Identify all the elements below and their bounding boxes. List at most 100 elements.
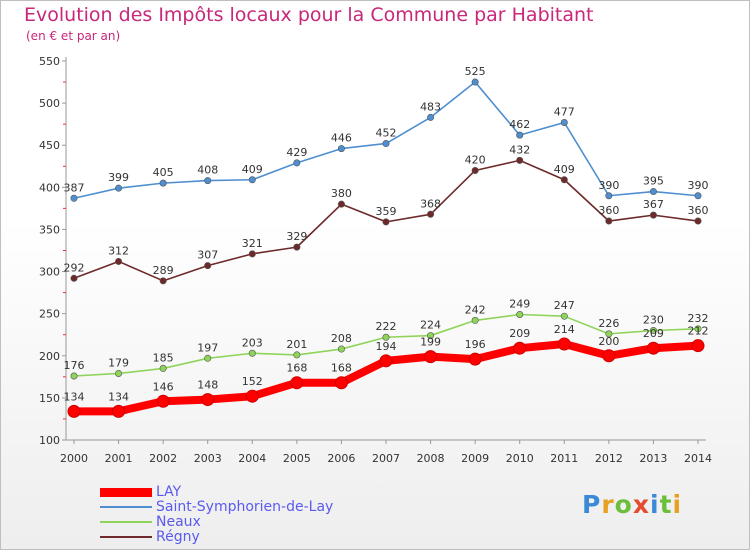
data-label: 247 [554,299,575,312]
legend-item-neaux: Neaux [100,514,201,530]
data-point [115,184,123,192]
x-tick-label: 2012 [595,452,623,465]
data-label: 208 [331,332,352,345]
data-point [560,118,568,126]
data-label: 134 [108,390,129,403]
data-point [156,394,170,408]
data-point [245,389,259,403]
legend-label-saint-symphorien-de-lay: Saint-Symphorien-de-Lay [156,499,334,515]
data-point [605,217,613,225]
data-label: 222 [376,320,397,333]
data-label: 405 [153,166,174,179]
data-point [427,332,435,340]
data-label: 249 [509,298,530,311]
data-point [427,113,435,121]
data-label: 203 [242,336,263,349]
data-label: 408 [197,164,218,177]
data-point [290,376,304,390]
data-label: 224 [420,319,441,332]
data-point [337,345,345,353]
y-tick-label: 200 [39,350,60,363]
data-label: 200 [598,335,619,348]
data-point [471,316,479,324]
data-point [516,311,524,319]
logo-letter: i [672,490,683,519]
y-tick-label: 350 [39,223,60,236]
data-label: 176 [64,359,85,372]
data-label: 446 [331,132,352,145]
data-label: 168 [286,362,307,375]
legend-swatch-lay [100,487,152,497]
data-label: 395 [643,175,664,188]
data-label: 212 [688,325,709,338]
data-point [691,339,705,353]
data-label: 214 [554,323,575,336]
proxiti-logo: Proxiti [582,490,682,519]
y-tick-label: 250 [39,308,60,321]
logo-letter: x [632,490,650,519]
legend-item-regny: Régny [100,529,200,545]
data-label: 360 [598,204,619,217]
logo-letter: r [601,490,615,519]
data-point [248,176,256,184]
data-label: 399 [108,171,129,184]
data-label: 292 [64,261,85,274]
data-label: 409 [242,163,263,176]
legend-item-saint-symphorien-de-lay: Saint-Symphorien-de-Lay [100,499,333,515]
data-label: 429 [286,146,307,159]
data-point [605,192,613,200]
data-label: 134 [64,390,85,403]
data-label: 380 [331,187,352,200]
data-point [694,192,702,200]
data-point [427,210,435,218]
data-label: 321 [242,237,263,250]
data-label: 387 [64,181,85,194]
data-point [424,350,438,364]
data-label: 390 [688,179,709,192]
data-point [382,218,390,226]
data-point [516,131,524,139]
data-point [337,200,345,208]
data-label: 146 [153,380,174,393]
legend-label-lay: LAY [156,484,182,500]
y-tick-label: 450 [39,139,60,152]
legend-swatch-regny [100,536,152,538]
x-tick-label: 2003 [194,452,222,465]
data-point [649,211,657,219]
data-point [248,349,256,357]
data-point [115,369,123,377]
data-point [159,277,167,285]
data-point [513,341,527,355]
data-label: 152 [242,375,263,388]
data-point [560,312,568,320]
data-label: 420 [465,153,486,166]
legend-item-lay: LAY [100,484,181,500]
data-label: 226 [598,317,619,330]
data-point [337,145,345,153]
data-point [649,188,657,196]
x-tick-label: 2009 [461,452,489,465]
x-tick-label: 2002 [149,452,177,465]
data-label: 483 [420,100,441,113]
data-point [382,333,390,341]
logo-letter: t [659,490,673,519]
data-point [293,351,301,359]
data-label: 477 [554,105,575,118]
y-tick-label: 300 [39,266,60,279]
data-point [159,179,167,187]
data-point [115,257,123,265]
data-point [70,274,78,282]
data-point [646,341,660,355]
data-label: 201 [286,338,307,351]
data-point [382,140,390,148]
data-label: 194 [376,340,397,353]
legend-swatch-saint-symphorien-de-lay [100,506,152,508]
logo-letter: o [614,490,633,519]
data-label: 148 [197,379,218,392]
x-tick-label: 2000 [60,452,88,465]
data-label: 367 [643,198,664,211]
data-label: 462 [509,118,530,131]
data-label: 230 [643,314,664,327]
chart-title: Evolution des Impôts locaux pour la Comm… [24,4,594,26]
data-label: 289 [153,264,174,277]
